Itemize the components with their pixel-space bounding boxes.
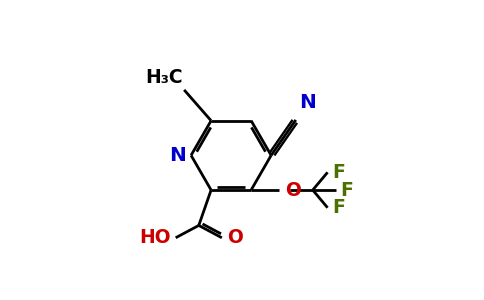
Text: F: F — [340, 181, 353, 200]
Text: O: O — [227, 228, 243, 247]
Text: O: O — [285, 181, 301, 200]
Text: F: F — [332, 163, 345, 182]
Text: N: N — [299, 93, 316, 112]
Text: F: F — [332, 198, 345, 217]
Text: N: N — [169, 146, 186, 165]
Text: HO: HO — [139, 228, 171, 247]
Text: H₃C: H₃C — [145, 68, 182, 87]
